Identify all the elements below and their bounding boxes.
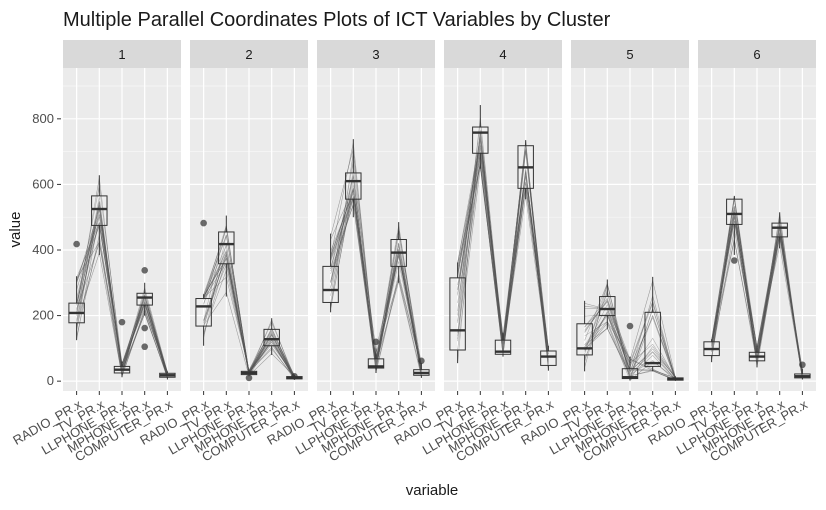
outlier-point-0 [731,257,738,264]
box-RADIO_PR.x [576,300,593,372]
box-iqr [218,231,235,265]
box-MPHONE_PR.x [136,267,153,351]
box-iqr [345,172,362,200]
box-iqr [195,298,212,327]
box-iqr [91,195,108,226]
facet-strip-label: 5 [626,47,633,62]
chart-layer: Multiple Parallel Coordinates Plots of I… [7,9,816,499]
box-COMPUTER_PR.x [413,357,430,378]
box-TV_PR.x [472,105,489,169]
parallel-line [584,311,676,381]
facet-strip-label: 6 [753,47,760,62]
box-iqr [576,323,593,356]
outlier-point-0 [291,372,298,380]
box-TV_PR.x [91,175,108,255]
box-iqr [726,198,743,225]
box-LLPHONE_PR.x [240,369,258,382]
parallel-lines [330,142,422,378]
box-RADIO_PR.x [322,233,339,313]
outlier-point-0 [626,322,634,330]
box-COMPUTER_PR.x [540,345,557,371]
facet-strip [571,40,689,68]
parallel-line [457,130,549,363]
outlier-point-0 [118,318,126,326]
panel-2: 2RADIO_PR.xTV_PR.xLLPHONE_PR.xMPHONE_PR.… [137,40,308,464]
facet-strip-label: 1 [118,47,125,62]
box-COMPUTER_PR.x [794,361,811,380]
box-iqr [540,350,557,366]
chart-title: Multiple Parallel Coordinates Plots of I… [63,9,611,31]
box-TV_PR.x [218,215,235,297]
box-COMPUTER_PR.x [286,372,303,380]
box-MPHONE_PR.x [263,318,280,355]
outlier-point-1 [141,324,148,332]
box-TV_PR.x [726,195,743,264]
y-tick-label-3: 600 [32,176,54,191]
y-axis-title: value [7,212,24,248]
box-iqr [449,277,466,351]
box-RADIO_PR.x [195,219,212,346]
box-LLPHONE_PR.x [367,338,385,373]
y-tick-label-4: 800 [32,111,54,126]
box-COMPUTER_PR.x [667,376,684,381]
box-TV_PR.x [599,279,616,329]
parallel-lines [457,118,549,371]
parallel-line [76,217,168,373]
box-iqr [367,358,385,369]
outlier-point-2 [141,343,148,351]
y-tick-label-1: 200 [32,308,54,323]
box-LLPHONE_PR.x [621,322,639,381]
box-iqr [599,296,616,317]
box-iqr [472,126,489,154]
panel-1: 1RADIO_PR.xTV_PR.xLLPHONE_PR.xMPHONE_PR.… [10,40,181,464]
parallel-line [457,167,549,355]
box-iqr [322,265,339,303]
outlier-point-0 [73,240,80,248]
box-COMPUTER_PR.x [159,371,176,380]
y-tick-label-0: 0 [47,373,54,388]
box-RADIO_PR.x [703,339,720,363]
y-tick-label-2: 400 [32,242,54,257]
facet-strip [698,40,816,68]
box-RADIO_PR.x [449,262,466,364]
outlier-point-0 [200,219,207,227]
facet-strip [190,40,308,68]
outlier-point-0 [799,361,806,369]
facet-strip [444,40,562,68]
outlier-point-0 [372,338,380,346]
parallel-line [76,240,168,377]
box-LLPHONE_PR.x [494,332,512,357]
outlier-point-0 [245,374,253,382]
box-MPHONE_PR.x [771,212,788,249]
box-LLPHONE_PR.x [113,318,131,378]
box-LLPHONE_PR.x [748,345,766,368]
facet-strip [317,40,435,68]
box-TV_PR.x [345,139,362,218]
box-iqr [644,311,661,367]
box-iqr [136,292,153,306]
facet-strip-label: 2 [245,47,252,62]
panel-4: 4RADIO_PR.xTV_PR.xLLPHONE_PR.xMPHONE_PR.… [391,40,562,464]
facet-strip-label: 3 [372,47,379,62]
outlier-point-0 [141,267,148,274]
outlier-point-0 [418,357,425,365]
box-MPHONE_PR.x [390,222,407,283]
box-MPHONE_PR.x [517,140,534,200]
box-RADIO_PR.x [68,240,85,341]
facet-strip-label: 4 [499,47,506,62]
box-MPHONE_PR.x [644,276,661,372]
parallel-line [457,140,549,371]
x-axis-title: variable [406,482,459,499]
panel-5: 5RADIO_PR.xTV_PR.xLLPHONE_PR.xMPHONE_PR.… [518,40,689,464]
box-iqr [621,368,639,380]
box-iqr [771,222,788,238]
parallel-line [457,139,549,359]
facet-strip [63,40,181,68]
parallel-line [711,220,803,375]
box-iqr [263,328,280,347]
